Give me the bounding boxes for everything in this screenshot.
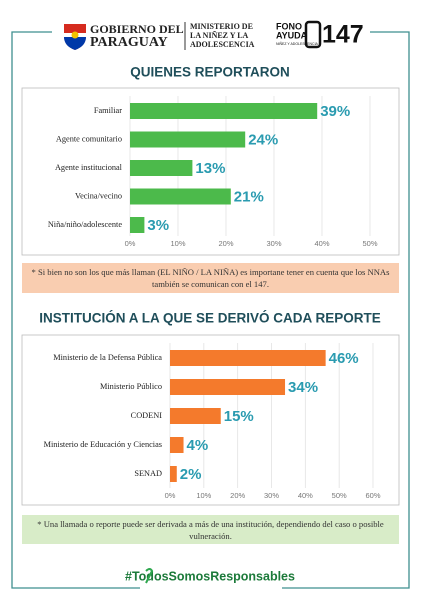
bar [170,379,286,395]
value-label: 3% [147,217,169,234]
value-label: 21% [234,188,264,205]
x-tick-label: 30% [266,239,281,248]
value-label: 46% [329,350,359,367]
category-label: Ministerio de Educación y Ciencias [44,440,162,449]
gov-line1: GOBIERNO DEL [90,22,184,36]
bar [130,131,246,148]
category-label: Vecina/vecino [75,191,122,200]
value-label: 15% [224,408,254,425]
category-label: CODENI [131,411,163,420]
fono-line: NIÑEZ Y ADOLESCENCIA [276,41,319,46]
bar [130,188,231,205]
bar [170,437,184,453]
category-label: Agente institucional [55,163,123,172]
x-tick-label: 20% [218,239,233,248]
x-tick-label: 50% [332,491,347,500]
bar [170,466,177,482]
gov-line2: PARAGUAY [90,35,168,50]
frame [11,31,410,589]
bar [170,408,221,424]
ribbon-icon [145,568,154,584]
bar [170,350,326,366]
x-tick-label: 40% [314,239,329,248]
value-label: 2% [180,466,202,483]
x-tick-label: 0% [125,239,136,248]
x-tick-label: 30% [264,491,279,500]
category-label: Ministerio de la Defensa Pública [53,353,162,362]
ministry-line: LA NIÑEZ Y LA [190,31,249,40]
x-tick-label: 10% [196,491,211,500]
gov-logo [64,24,86,50]
chart-title: QUIENES REPORTARON [130,65,290,80]
hotline-number: 147 [322,21,364,49]
x-tick-label: 0% [165,491,176,500]
category-label: Agente comunitario [56,134,122,143]
category-label: SENAD [134,469,162,478]
fono-line: FONO [276,21,302,31]
value-label: 24% [248,131,278,148]
x-tick-label: 10% [170,239,185,248]
bar [130,217,145,233]
ministry-line: ADOLESCENCIA [190,40,255,49]
x-tick-label: 20% [230,491,245,500]
value-label: 4% [187,437,209,454]
hashtag: #TodosSomosResponsables [125,569,295,583]
chart-title: INSTITUCIÓN A LA QUE SE DERIVÓ CADA REPO… [39,311,381,326]
value-label: 39% [320,103,350,120]
x-tick-label: 60% [365,491,380,500]
bar [130,160,193,176]
ministry-line: MINISTERIO DE [190,22,253,31]
value-label: 13% [195,160,225,177]
chart-note: * Si bien no son los que más llaman (EL … [22,263,399,293]
value-label: 34% [288,379,318,396]
x-tick-label: 50% [362,239,377,248]
bar [130,103,318,119]
category-label: Ministerio Público [100,382,162,391]
category-label: Familiar [94,106,122,115]
chart-note: * Una llamada o reporte puede ser deriva… [22,515,399,544]
fono-line: AYUDA [276,30,308,40]
x-tick-label: 40% [298,491,313,500]
category-label: Niña/niño/adolescente [48,220,123,229]
phone-icon [304,20,322,49]
